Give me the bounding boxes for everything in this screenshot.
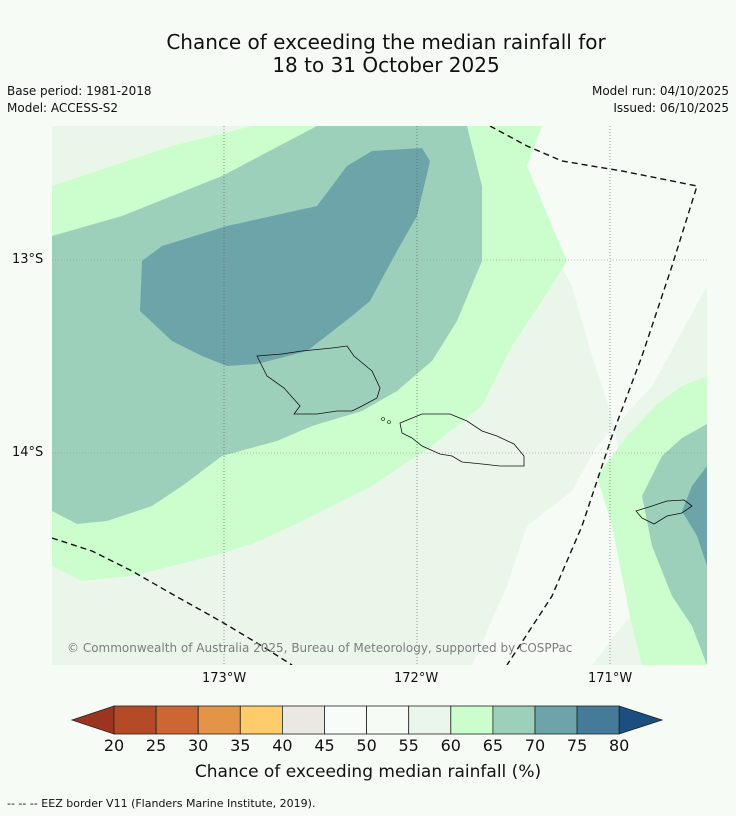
contour-70-75-core xyxy=(140,148,430,366)
lon-label-173W: 173°W xyxy=(202,671,247,686)
copyright-notice: © Commonwealth of Australia 2025, Bureau… xyxy=(67,641,573,655)
contour-55-60-southwest xyxy=(52,586,412,665)
colorbar-tick-label: 45 xyxy=(314,736,335,755)
colorbar-cell xyxy=(281,705,325,735)
tutuila-island-outline xyxy=(635,499,693,525)
colorbar-tick-label: 65 xyxy=(482,736,504,755)
upolu-island-outline xyxy=(256,345,381,415)
colorbar-extend-low xyxy=(70,705,115,735)
colorbar-tick-label: 80 xyxy=(609,736,630,755)
colorbar-tick-label: 75 xyxy=(566,736,588,755)
colorbar-tick-label: 50 xyxy=(356,736,377,755)
gridlines xyxy=(52,126,707,665)
title-line-1: Chance of exceeding the median rainfall … xyxy=(166,30,606,54)
title-line-2: 18 to 31 October 2025 xyxy=(272,53,500,77)
lat-label-14S: 14°S xyxy=(12,445,44,460)
meta-left: Base period: 1981-2018 Model: ACCESS-S2 xyxy=(7,83,152,117)
base-period: Base period: 1981-2018 xyxy=(7,84,152,98)
model-run: Model run: 04/10/2025 xyxy=(591,84,729,98)
eez-footnote: -- -- -- EEZ border V11 (Flanders Marine… xyxy=(7,797,316,810)
colorbar-cell xyxy=(197,705,241,735)
islet-dot xyxy=(387,420,391,424)
contour-50-55-east xyxy=(472,126,707,665)
colorbar-tick-label: 30 xyxy=(188,736,209,755)
colorbar-tick-label: 35 xyxy=(230,736,251,755)
colorbar-tick-label: 20 xyxy=(103,736,125,755)
model-name: Model: ACCESS-S2 xyxy=(7,101,119,115)
colorbar xyxy=(70,705,664,735)
contour-65-70-southeast xyxy=(642,424,707,665)
islet-dot xyxy=(381,417,385,421)
savaii-island-outline xyxy=(399,413,525,467)
colorbar-cell xyxy=(155,705,199,735)
colorbar-tick-label: 40 xyxy=(272,736,293,755)
colorbar-cell xyxy=(492,705,536,735)
colorbar-tick-label: 70 xyxy=(524,736,546,755)
colorbar-extend-high xyxy=(618,705,664,735)
colorbar-cell xyxy=(324,705,367,735)
colorbar-cell xyxy=(534,705,578,735)
colorbar-tick-label: 60 xyxy=(440,736,461,755)
map-panel xyxy=(52,126,707,665)
issued-date: Issued: 06/10/2025 xyxy=(613,101,729,115)
lon-label-172W: 172°W xyxy=(394,671,439,686)
map-title: Chance of exceeding the median rainfall … xyxy=(0,31,736,77)
colorbar-cell xyxy=(408,705,452,735)
meta-right: Model run: 04/10/2025 Issued: 06/10/2025 xyxy=(592,83,729,117)
colorbar-label: Chance of exceeding median rainfall (%) xyxy=(194,762,542,782)
lon-label-171W: 171°W xyxy=(588,671,633,686)
colorbar-cell xyxy=(576,705,620,735)
lat-label-13S: 13°S xyxy=(12,252,44,267)
contour-70-75-southeast xyxy=(682,466,707,566)
colorbar-tick-label: 55 xyxy=(398,736,419,755)
eez-border xyxy=(52,126,698,665)
colorbar-cell xyxy=(239,705,283,735)
colorbar-cell xyxy=(450,705,494,735)
colorbar-cell xyxy=(113,705,157,735)
colorbar-cell xyxy=(366,705,410,735)
colorbar-tick-label: 25 xyxy=(145,736,167,755)
